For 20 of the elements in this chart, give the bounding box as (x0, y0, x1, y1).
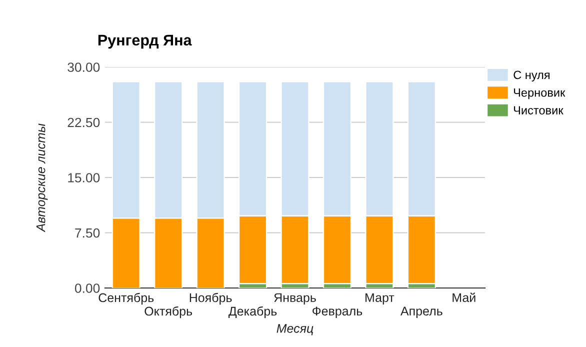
x-tick-label: Октябрь (144, 306, 192, 318)
x-tick-label: Май (452, 292, 476, 302)
legend-label: Чистовик (514, 106, 564, 114)
x-tick-label: Февраль (312, 306, 362, 318)
x-tick-label: Сентябрь (98, 292, 154, 305)
chart-title: Рунгерд Яна (98, 34, 192, 49)
x-axis-title: Месяц (276, 324, 314, 336)
x-tick-label: Апрель (400, 306, 442, 318)
x-tick-label: Январь (274, 293, 316, 305)
y-tick-label: 0.00 (74, 284, 100, 293)
legend-label: С нуля (514, 70, 550, 82)
y-tick-label: 30.00 (68, 62, 100, 72)
x-tick-label: Декабрь (228, 306, 277, 318)
y-axis-title: Авторские листы (36, 124, 48, 232)
y-tick-label: 15.00 (68, 173, 100, 182)
y-tick-label: 7.50 (75, 228, 100, 238)
y-tick-label: 22.50 (68, 118, 100, 128)
legend-label: Черновик (514, 88, 566, 100)
x-tick-label: Март (366, 293, 394, 305)
x-tick-label: Ноябрь (190, 292, 232, 305)
